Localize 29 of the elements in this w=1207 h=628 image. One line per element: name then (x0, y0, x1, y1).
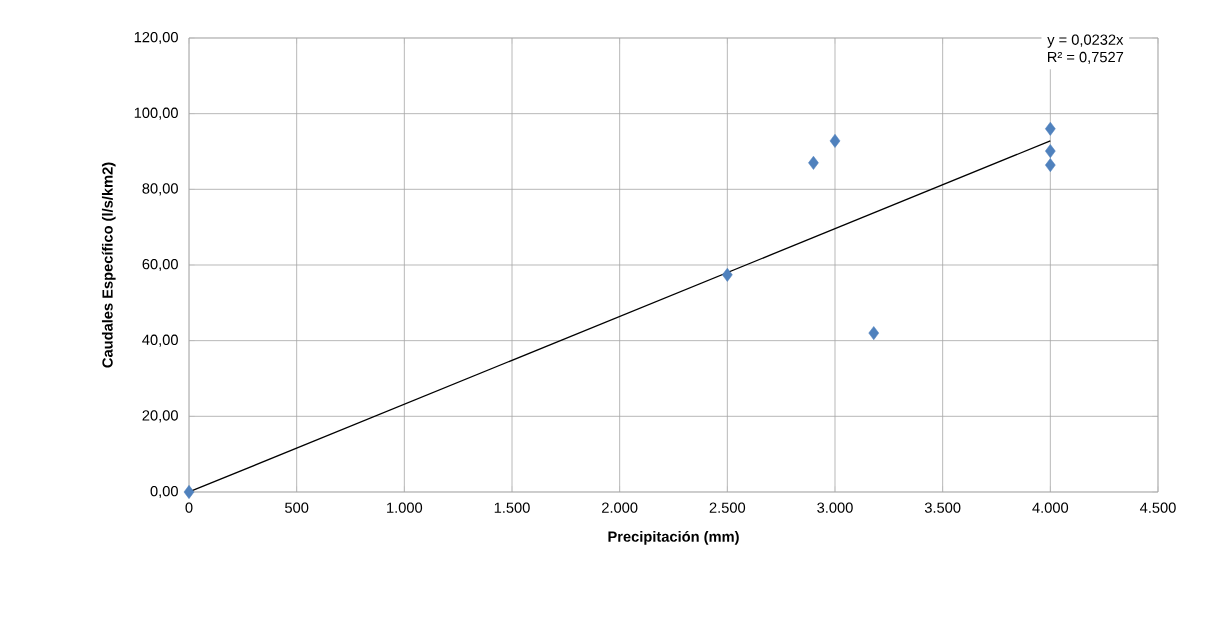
point (1045, 144, 1056, 159)
point (868, 326, 880, 341)
y-tick-label: 80,00 (142, 183, 178, 196)
x-axis-title: Precipitación (mm) (608, 530, 739, 545)
x-tick-label: 3.500 (924, 502, 961, 513)
point (1045, 121, 1056, 136)
point (183, 485, 195, 499)
y-axis-title: Caudales Específico (l/s/km2) (101, 162, 116, 368)
y-tick-label: 0,00 (150, 485, 178, 499)
annotation: R² = 0,7527 (1048, 51, 1124, 64)
point (808, 155, 819, 170)
x-tick-label: 2.500 (709, 502, 746, 513)
x-tick-label: 2.000 (602, 502, 638, 513)
x-tick-label: 1.000 (387, 502, 423, 513)
y-tick-label: 20,00 (142, 410, 178, 423)
x-tick-label: 500 (285, 502, 309, 513)
x-tick-label: 3.000 (817, 502, 853, 513)
x-tick-label: 1.500 (494, 502, 530, 513)
annotation: y = 0,0232x (1047, 34, 1124, 48)
point (722, 267, 733, 282)
x-tick-label: 4.000 (1032, 502, 1069, 513)
y-tick-label: 60,00 (142, 258, 178, 272)
x-tick-label: 4.500 (1139, 502, 1176, 513)
y-tick-label: 40,00 (142, 334, 178, 347)
point (1045, 158, 1056, 173)
y-tick-label: 120,00 (134, 31, 178, 45)
y-tick-label: 100,00 (134, 107, 178, 120)
x-tick-label: 0 (185, 502, 193, 513)
point (829, 133, 841, 148)
